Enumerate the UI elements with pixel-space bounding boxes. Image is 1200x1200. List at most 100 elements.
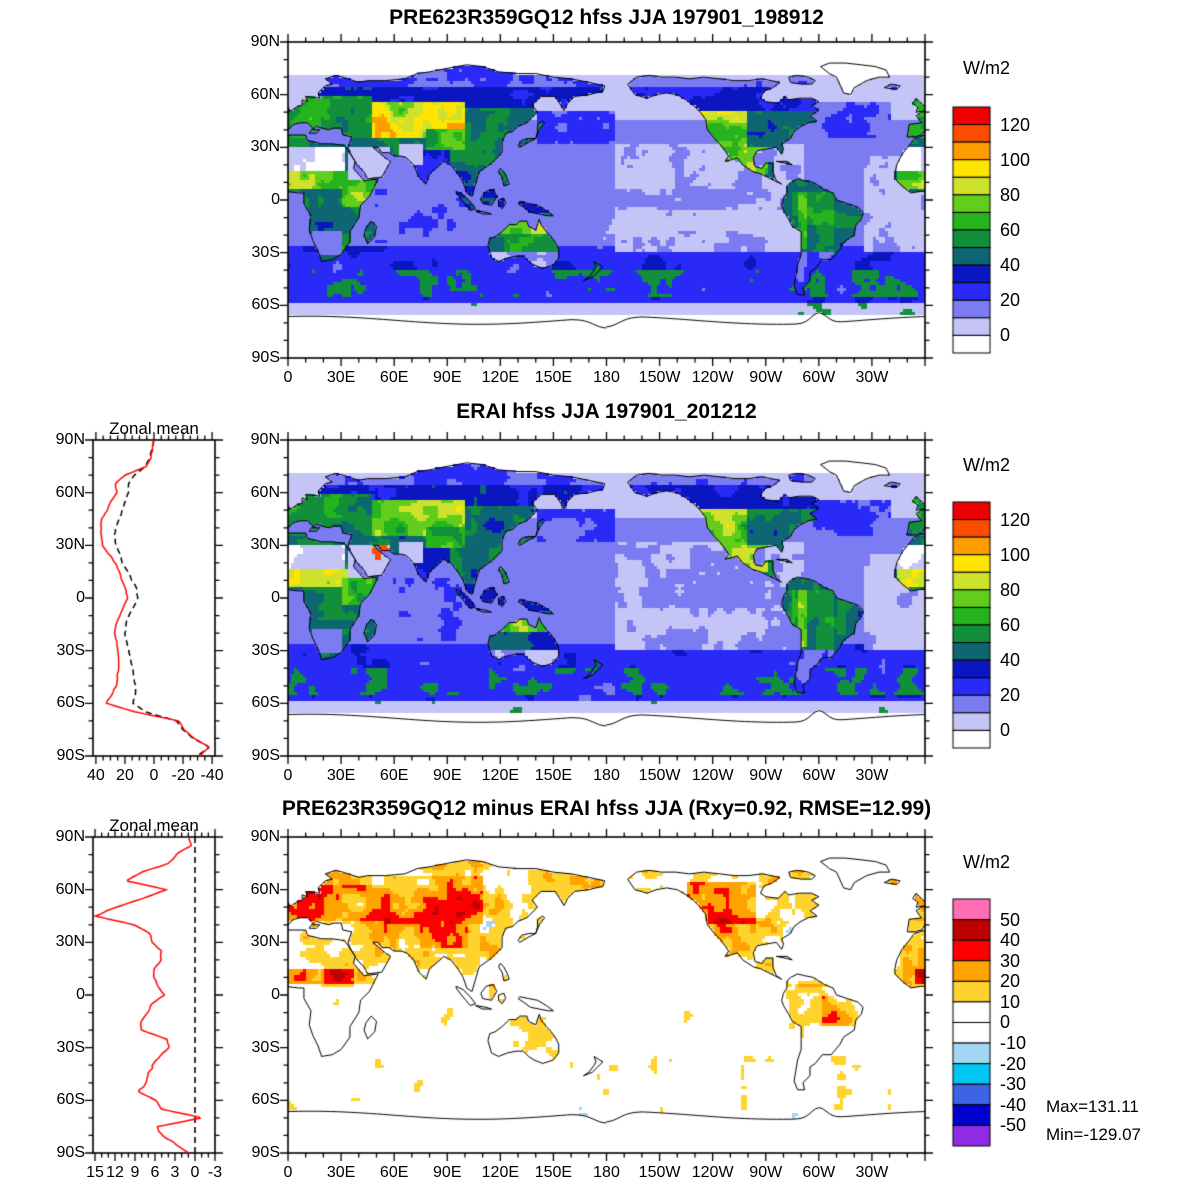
zonal-lat-tick-label: 0 bbox=[76, 589, 85, 606]
zonal-x-tick-label: 0 bbox=[149, 767, 159, 784]
zonal-x-tick-label: 9 bbox=[130, 1164, 140, 1181]
zonal-lat-tick-label: 60N bbox=[55, 880, 85, 898]
colorbar-tick-label: 100 bbox=[1000, 544, 1031, 565]
lon-tick-label: 60E bbox=[379, 767, 409, 784]
lon-tick-label: 150E bbox=[534, 767, 573, 784]
lon-tick-label: 180 bbox=[593, 1164, 620, 1181]
zonal-x-tick-label: -20 bbox=[171, 767, 195, 784]
zonal-lat-tick-label: 30N bbox=[55, 536, 85, 554]
panel2-title: ERAI hfss JJA 197901_201212 bbox=[456, 400, 757, 423]
lon-tick-label: 30W bbox=[855, 1164, 889, 1181]
lat-tick-label: 60N bbox=[250, 483, 280, 501]
colorbar-tick-label: 40 bbox=[1000, 650, 1021, 671]
colorbar-tick-label: 40 bbox=[1000, 930, 1021, 951]
lat-tick-label: 60S bbox=[251, 296, 280, 314]
colorbar-tick-label: -10 bbox=[1000, 1033, 1027, 1054]
colorbar-tick-label: -50 bbox=[1000, 1115, 1027, 1136]
lat-tick-label: 0 bbox=[271, 589, 280, 606]
colorbar-units-3: W/m2 bbox=[963, 852, 1010, 872]
colorbar-tick-label: 0 bbox=[1000, 1012, 1011, 1033]
lat-tick-label: 90N bbox=[250, 431, 280, 448]
zonal-lat-tick-label: 90N bbox=[55, 828, 85, 845]
zonal-x-tick-label: 20 bbox=[116, 767, 134, 784]
colorbar-tick-label: 60 bbox=[1000, 614, 1021, 635]
lon-tick-label: 120E bbox=[481, 1164, 520, 1181]
lon-tick-label: 30E bbox=[326, 369, 356, 386]
zonal-lat-tick-label: 60S bbox=[56, 694, 85, 712]
lon-tick-label: 120W bbox=[691, 767, 734, 784]
colorbar-tick-label: 20 bbox=[1000, 685, 1021, 706]
zonal-x-tick-label: 0 bbox=[190, 1164, 200, 1181]
zonal-mean-title-3: Zonal mean bbox=[109, 816, 199, 835]
lat-tick-label: 0 bbox=[271, 191, 280, 208]
lon-tick-label: 120W bbox=[691, 1164, 734, 1181]
colorbar-tick-label: 120 bbox=[1000, 509, 1031, 530]
colorbar-tick-label: 0 bbox=[1000, 325, 1011, 346]
lon-tick-label: 120W bbox=[691, 369, 734, 386]
zonal-lat-tick-label: 60N bbox=[55, 483, 85, 501]
zonal-x-tick-label: 12 bbox=[106, 1164, 124, 1181]
colorbar-tick-label: -30 bbox=[1000, 1074, 1027, 1095]
lat-tick-label: 30S bbox=[251, 243, 280, 261]
colorbar-tick-label: 60 bbox=[1000, 219, 1021, 240]
lon-tick-label: 30W bbox=[855, 369, 889, 386]
zonal-x-tick-label: 6 bbox=[150, 1164, 160, 1181]
colorbar-tick-label: 80 bbox=[1000, 579, 1021, 600]
min-annotation: Min=-129.07 bbox=[1046, 1125, 1141, 1144]
lon-tick-label: 0 bbox=[283, 1164, 293, 1181]
lon-tick-label: 60E bbox=[379, 1164, 409, 1181]
lon-tick-label: 90E bbox=[433, 369, 462, 386]
zonal-lat-tick-label: 90N bbox=[55, 431, 85, 448]
lat-tick-label: 60N bbox=[250, 85, 280, 103]
zonal-lat-tick-label: 60S bbox=[56, 1091, 85, 1109]
lon-tick-label: 90E bbox=[433, 1164, 462, 1181]
lon-tick-label: 30E bbox=[326, 1164, 356, 1181]
zonal-x-tick-label: -40 bbox=[200, 767, 224, 784]
colorbar-tick-label: 120 bbox=[1000, 114, 1031, 135]
lon-tick-label: 150E bbox=[534, 369, 573, 386]
lon-tick-label: 90W bbox=[749, 369, 783, 386]
lon-tick-label: 120E bbox=[481, 369, 520, 386]
lat-tick-label: 30S bbox=[251, 1038, 280, 1056]
colorbar-units-2: W/m2 bbox=[963, 455, 1010, 475]
lat-tick-label: 30N bbox=[250, 933, 280, 951]
colorbar-tick-label: 80 bbox=[1000, 184, 1021, 205]
zonal-lat-tick-label: 30S bbox=[56, 641, 85, 659]
lon-tick-label: 60W bbox=[802, 1164, 836, 1181]
lat-tick-label: 90S bbox=[251, 349, 280, 366]
zonal-lat-tick-label: 90S bbox=[56, 1144, 85, 1161]
lon-tick-label: 30W bbox=[855, 767, 889, 784]
zonal-lat-tick-label: 30S bbox=[56, 1038, 85, 1056]
zonal-lat-tick-label: 0 bbox=[76, 986, 85, 1003]
zonal-x-tick-label: -3 bbox=[207, 1164, 223, 1181]
panel1-title: PRE623R359GQ12 hfss JJA 197901_198912 bbox=[389, 6, 824, 29]
max-annotation: Max=131.11 bbox=[1046, 1097, 1139, 1116]
colorbar-tick-label: 100 bbox=[1000, 149, 1031, 170]
lon-tick-label: 60W bbox=[802, 767, 836, 784]
colorbar-tick-label: 50 bbox=[1000, 909, 1021, 930]
zonal-x-tick-label: 40 bbox=[86, 767, 105, 784]
lat-tick-label: 30S bbox=[251, 641, 280, 659]
lat-tick-label: 60N bbox=[250, 880, 280, 898]
lat-tick-label: 0 bbox=[271, 986, 280, 1003]
lon-tick-label: 60W bbox=[802, 369, 836, 386]
lon-tick-label: 90W bbox=[749, 767, 783, 784]
colorbar-tick-label: 10 bbox=[1000, 991, 1021, 1012]
lat-tick-label: 60S bbox=[251, 1091, 280, 1109]
lon-tick-label: 0 bbox=[283, 369, 293, 386]
lat-tick-label: 60S bbox=[251, 694, 280, 712]
lat-tick-label: 90S bbox=[251, 747, 280, 764]
lon-tick-label: 180 bbox=[593, 767, 620, 784]
lon-tick-label: 150W bbox=[638, 767, 681, 784]
lat-tick-label: 90S bbox=[251, 1144, 280, 1161]
lat-tick-label: 90N bbox=[250, 33, 280, 50]
lat-tick-label: 30N bbox=[250, 138, 280, 156]
lon-tick-label: 90W bbox=[749, 1164, 783, 1181]
colorbar-tick-label: 30 bbox=[1000, 950, 1021, 971]
lon-tick-label: 120E bbox=[481, 767, 520, 784]
colorbar-tick-label: 0 bbox=[1000, 720, 1011, 741]
lon-tick-label: 60E bbox=[379, 369, 409, 386]
colorbar-tick-label: 20 bbox=[1000, 971, 1021, 992]
